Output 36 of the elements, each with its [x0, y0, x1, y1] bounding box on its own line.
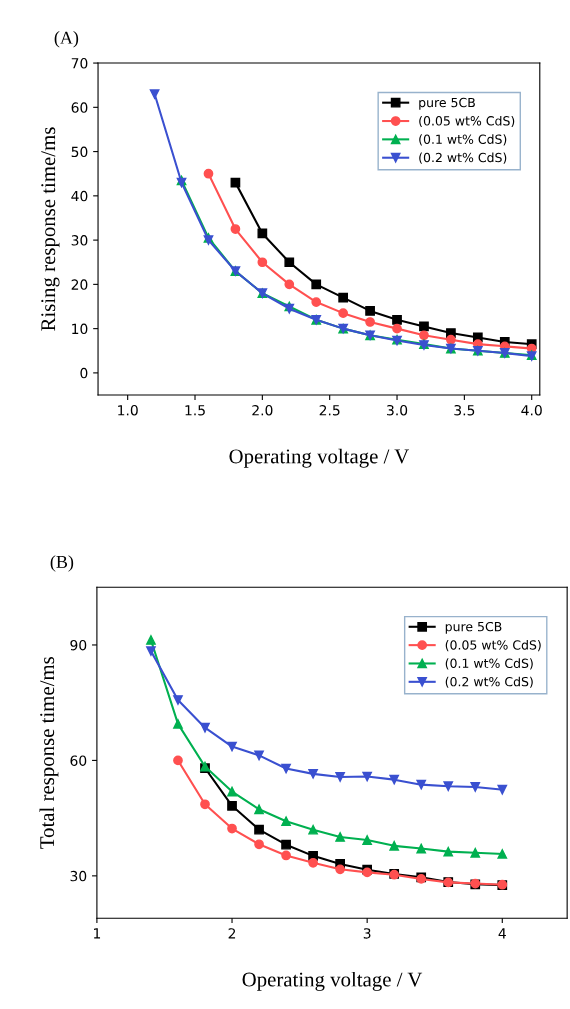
x-tick-label: 3.0	[387, 404, 408, 416]
chart-title: (A)	[54, 31, 79, 48]
y-tick-label: 0	[80, 367, 88, 379]
x-tick-label: 2.0	[252, 404, 273, 416]
x-tick-label: 4	[498, 928, 506, 939]
legend-label: pure 5CB	[419, 97, 475, 110]
x-tick-label: 2.5	[319, 404, 340, 416]
x-axis-title: Operating voltage / V	[229, 448, 410, 468]
y-tick-label: 10	[72, 323, 88, 335]
legend-label: (0.1 wt% CdS)	[419, 134, 507, 146]
y-tick-label: 50	[71, 146, 88, 158]
legend-label: pure 5CB	[445, 621, 502, 634]
x-tick-label: 1.0	[118, 404, 138, 416]
legend-label: (0.1 wt% CdS)	[445, 658, 533, 670]
y-tick-label: 60	[71, 102, 88, 113]
legend-label: (0.2 wt% CdS)	[445, 676, 533, 688]
x-tick-label: 2	[228, 928, 236, 939]
y-tick-label: 30	[71, 235, 88, 246]
x-tick-label: 3.5	[454, 404, 475, 416]
x-tick-label: 1.5	[185, 405, 205, 416]
chart-title: (B)	[50, 555, 74, 572]
y-tick-label: 20	[71, 279, 88, 290]
y-axis-title: Rising response time/ms	[41, 127, 60, 331]
x-tick-label: 1	[94, 928, 101, 939]
y-tick-label: 30	[70, 870, 87, 882]
y-axis-title: Total response time/ms	[39, 657, 59, 849]
y-tick-label: 60	[70, 755, 87, 766]
legend-label: (0.05 wt% CdS)	[445, 640, 541, 652]
x-axis-title: Operating voltage / V	[242, 971, 423, 991]
legend-label: (0.05 wt% CdS)	[419, 115, 515, 128]
y-tick-label: 40	[71, 190, 88, 202]
y-tick-label: 70	[71, 58, 88, 69]
y-tick-label: 90	[70, 639, 87, 651]
legend-label: (0.2 wt% CdS)	[419, 152, 507, 164]
x-tick-label: 3	[363, 928, 371, 939]
x-tick-label: 4.0	[521, 404, 542, 416]
